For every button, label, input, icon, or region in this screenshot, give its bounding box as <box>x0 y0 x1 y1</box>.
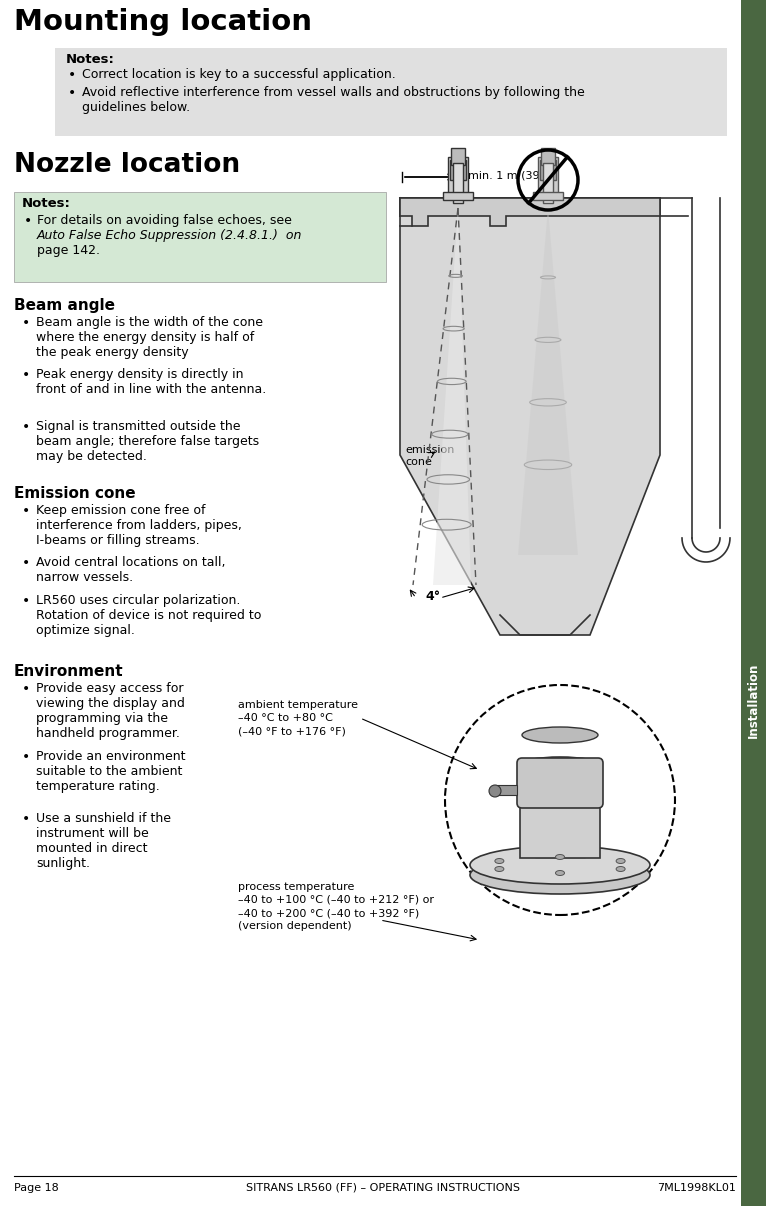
Text: •: • <box>22 683 30 696</box>
Text: •: • <box>68 68 77 82</box>
Text: Keep emission cone free of
interference from ladders, pipes,
I-beams or filling : Keep emission cone free of interference … <box>36 504 242 548</box>
Text: emission
cone: emission cone <box>405 445 454 467</box>
Ellipse shape <box>495 859 504 863</box>
Bar <box>540 160 556 180</box>
Text: Mounting location: Mounting location <box>14 8 312 36</box>
Bar <box>497 785 517 795</box>
Text: 4°: 4° <box>425 590 440 603</box>
Bar <box>55 48 727 136</box>
Text: Installation: Installation <box>747 662 760 738</box>
FancyBboxPatch shape <box>517 759 603 808</box>
Text: Auto False Echo Suppression (2.4.8.1.)  on: Auto False Echo Suppression (2.4.8.1.) o… <box>37 229 303 242</box>
Text: •: • <box>24 213 32 228</box>
Text: LR560 uses circular polarization.
Rotation of device is not required to
optimize: LR560 uses circular polarization. Rotati… <box>36 595 261 637</box>
Polygon shape <box>433 207 471 585</box>
Bar <box>535 842 585 857</box>
Polygon shape <box>518 207 578 555</box>
Bar <box>450 160 466 180</box>
Text: Nozzle location: Nozzle location <box>14 152 240 178</box>
Bar <box>448 157 468 197</box>
Ellipse shape <box>616 859 625 863</box>
Text: •: • <box>68 86 77 100</box>
Ellipse shape <box>470 845 650 884</box>
Text: 7ML1998KL01: 7ML1998KL01 <box>657 1183 736 1193</box>
Text: Environment: Environment <box>14 665 123 679</box>
Text: •: • <box>22 556 30 570</box>
Bar <box>541 148 555 165</box>
Ellipse shape <box>522 727 598 743</box>
Text: •: • <box>22 812 30 826</box>
Text: •: • <box>22 420 30 434</box>
Text: Peak energy density is directly in
front of and in line with the antenna.: Peak energy density is directly in front… <box>36 368 267 396</box>
Text: •: • <box>22 316 30 330</box>
Ellipse shape <box>616 866 625 872</box>
Text: Notes:: Notes: <box>66 53 115 66</box>
Text: (version dependent): (version dependent) <box>238 921 352 931</box>
Text: Beam angle: Beam angle <box>14 298 115 314</box>
Polygon shape <box>400 198 660 226</box>
Text: Provide an environment
suitable to the ambient
temperature rating.: Provide an environment suitable to the a… <box>36 750 185 794</box>
Text: Page 18: Page 18 <box>14 1183 59 1193</box>
Text: process temperature: process temperature <box>238 882 355 892</box>
Text: –40 °C to +80 °C: –40 °C to +80 °C <box>238 713 333 724</box>
Text: •: • <box>22 504 30 519</box>
Text: Correct location is key to a successful application.: Correct location is key to a successful … <box>82 68 396 81</box>
Ellipse shape <box>555 871 565 876</box>
Bar <box>520 765 600 857</box>
Bar <box>443 192 473 200</box>
Text: –40 to +200 °C (–40 to +392 °F): –40 to +200 °C (–40 to +392 °F) <box>238 908 419 918</box>
Text: Avoid central locations on tall,
narrow vessels.: Avoid central locations on tall, narrow … <box>36 556 225 584</box>
Ellipse shape <box>495 866 504 872</box>
Ellipse shape <box>555 855 565 860</box>
Bar <box>14 192 386 282</box>
Polygon shape <box>400 198 660 636</box>
Ellipse shape <box>489 785 501 797</box>
Bar <box>741 0 766 1206</box>
Text: Notes:: Notes: <box>22 197 71 210</box>
Text: Signal is transmitted outside the
beam angle; therefore false targets
may be det: Signal is transmitted outside the beam a… <box>36 420 259 463</box>
Text: Use a sunshield if the
instrument will be
mounted in direct
sunlight.: Use a sunshield if the instrument will b… <box>36 812 171 870</box>
Text: •: • <box>22 368 30 382</box>
Text: Beam angle is the width of the cone
where the energy density is half of
the peak: Beam angle is the width of the cone wher… <box>36 316 263 359</box>
Bar <box>453 163 463 203</box>
Text: For details on avoiding false echoes, see: For details on avoiding false echoes, se… <box>37 213 292 227</box>
Text: page 142.: page 142. <box>37 244 100 257</box>
Text: –40 to +100 °C (–40 to +212 °F) or: –40 to +100 °C (–40 to +212 °F) or <box>238 895 434 904</box>
Bar <box>538 157 558 197</box>
Text: min. 1 m (39"): min. 1 m (39") <box>468 171 549 181</box>
Text: •: • <box>22 750 30 763</box>
Text: (–40 °F to +176 °F): (–40 °F to +176 °F) <box>238 726 346 736</box>
Text: SITRANS LR560 (FF) – OPERATING INSTRUCTIONS: SITRANS LR560 (FF) – OPERATING INSTRUCTI… <box>246 1183 520 1193</box>
Text: ambient temperature: ambient temperature <box>238 699 358 710</box>
Ellipse shape <box>520 757 600 773</box>
Bar <box>543 163 553 203</box>
Ellipse shape <box>470 856 650 894</box>
Text: Avoid reflective interference from vessel walls and obstructions by following th: Avoid reflective interference from vesse… <box>82 86 584 115</box>
Bar <box>451 148 465 165</box>
Text: Emission cone: Emission cone <box>14 486 136 500</box>
Text: Provide easy access for
viewing the display and
programming via the
handheld pro: Provide easy access for viewing the disp… <box>36 683 185 740</box>
Text: •: • <box>22 595 30 608</box>
Bar <box>533 192 563 200</box>
